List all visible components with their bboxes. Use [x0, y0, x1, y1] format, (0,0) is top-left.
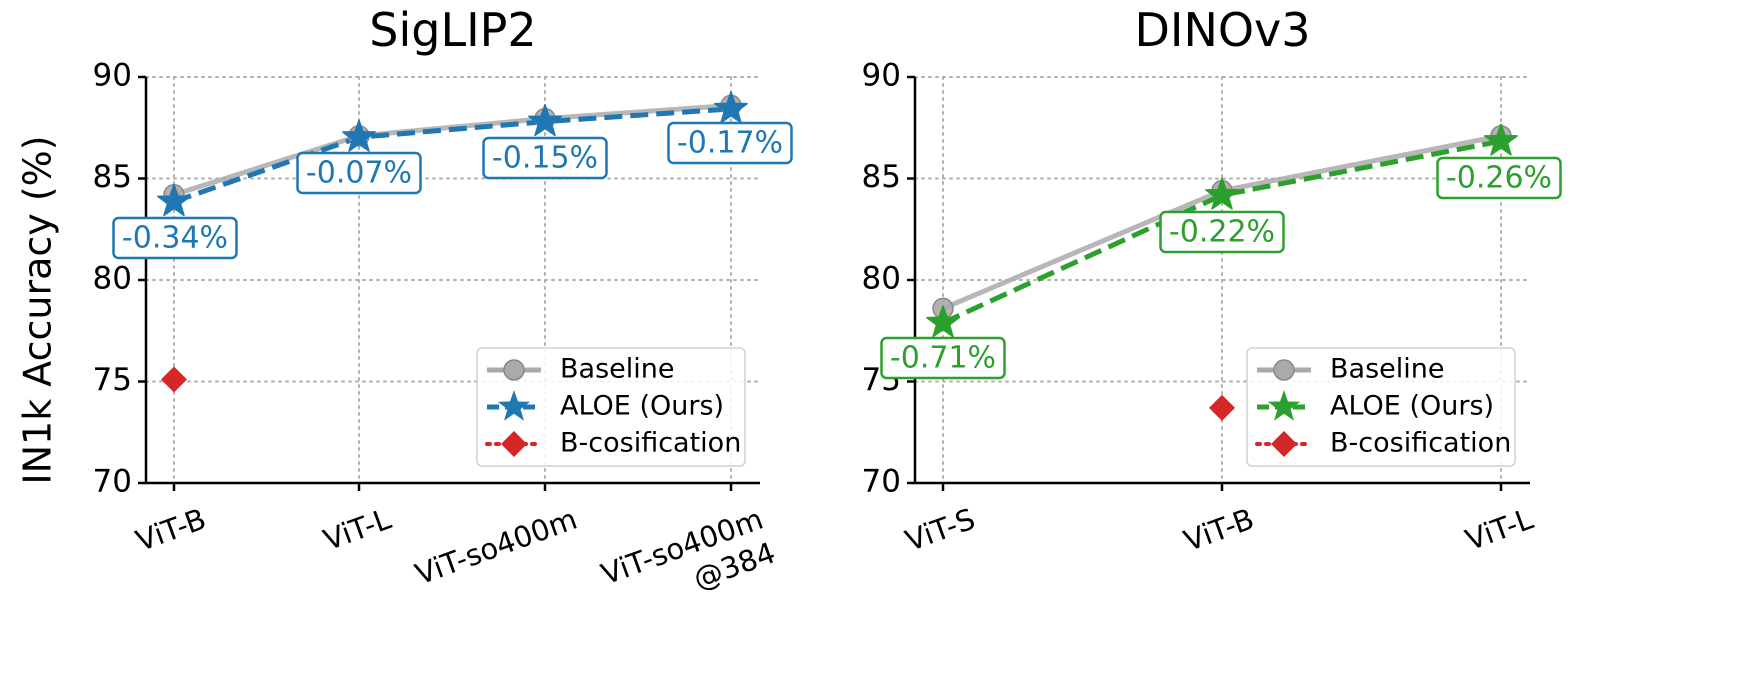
y-tick-label: 80 — [93, 261, 132, 297]
y-tick-label: 70 — [862, 464, 901, 500]
delta-annotation-box — [482, 136, 608, 180]
y-tick-label: 70 — [93, 464, 132, 500]
delta-annotation-box — [667, 121, 793, 165]
legend-box — [1246, 347, 1516, 467]
x-tick-label: ViT-so400m — [411, 502, 582, 592]
delta-annotation-box — [880, 336, 1006, 380]
chart-title: DINOv3 — [1134, 3, 1310, 57]
delta-annotation: -0.22% — [1169, 215, 1275, 250]
delta-annotation-box — [1436, 156, 1562, 200]
aloe-point — [714, 91, 748, 124]
siglip2-panel: SigLIP2 70 75 80 85 90 ViT-B ViT-L ViT-so400m ViT… — [93, 3, 793, 626]
legend-baseline-marker — [1273, 359, 1295, 381]
legend-label: ALOE (Ours) — [1330, 391, 1494, 422]
aloe-point — [528, 103, 562, 137]
aloe-point — [1205, 177, 1239, 210]
legend-aloe-marker — [497, 390, 531, 421]
y-tick-label: 90 — [862, 58, 901, 94]
bcos-point — [161, 366, 187, 393]
aloe-point — [157, 183, 191, 217]
legend-bcos-marker — [1271, 431, 1297, 457]
delta-annotation: -0.17% — [677, 126, 783, 161]
bcos-point — [1209, 394, 1235, 421]
legend-label: ALOE (Ours) — [560, 391, 724, 422]
delta-annotation-box — [1159, 210, 1285, 254]
legend-label: B-cosification — [1330, 428, 1511, 459]
legend-label: B-cosification — [560, 428, 741, 459]
aloe-point — [1484, 123, 1518, 156]
x-tick-label: ViT-B — [1179, 502, 1258, 558]
y-axis-label: IN1k Accuracy (%) — [16, 135, 60, 484]
x-tick-label: ViT-so400m@384 — [597, 502, 780, 626]
legend-label: Baseline — [560, 354, 674, 385]
delta-annotation: -0.07% — [306, 156, 412, 191]
y-tick-label: 75 — [93, 362, 132, 398]
delta-annotation: -0.71% — [890, 341, 996, 376]
legend-box — [476, 347, 746, 467]
y-tick-label: 85 — [862, 159, 901, 195]
delta-annotation: -0.34% — [122, 221, 228, 256]
x-tick-label: ViT-L — [1461, 502, 1537, 558]
delta-annotation: -0.15% — [492, 141, 598, 176]
delta-annotation-box — [112, 216, 238, 260]
legend-label: Baseline — [1330, 354, 1444, 385]
aloe-line — [173, 106, 732, 205]
chart-title: SigLIP2 — [369, 3, 536, 57]
x-tick-label: ViT-B — [131, 502, 210, 558]
aloe-point — [342, 119, 376, 152]
legend-aloe-marker — [1267, 390, 1301, 421]
baseline-line — [173, 102, 732, 198]
legend-bcos-marker — [501, 431, 527, 457]
aloe-point — [926, 305, 960, 338]
delta-annotation: -0.26% — [1446, 161, 1552, 196]
legend-baseline-marker — [503, 359, 525, 381]
y-tick-label: 85 — [93, 159, 132, 195]
x-tick-label: ViT-L — [319, 502, 395, 558]
y-tick-label: 80 — [862, 261, 901, 297]
y-tick-label: 90 — [93, 58, 132, 94]
aloe-line — [941, 138, 1502, 326]
delta-annotation-box — [296, 151, 422, 195]
x-tick-label: ViT-S — [901, 502, 980, 558]
